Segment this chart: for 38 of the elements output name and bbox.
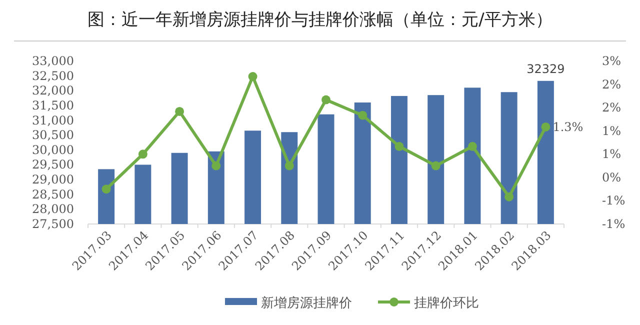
y2-tick-label: -1% — [602, 194, 626, 208]
y2-tick-label: -1% — [602, 217, 626, 231]
y-tick-label: 29,000 — [32, 172, 74, 187]
y2-tick-label: 3% — [602, 54, 622, 68]
point — [394, 142, 404, 151]
data-label: 1.3% — [552, 120, 584, 134]
y2-tick-label: 0% — [602, 170, 622, 184]
chart-title: 图：近一年新增房源挂牌价与挂牌价涨幅（单位：元/平方米） — [88, 10, 552, 30]
point — [468, 142, 477, 151]
y-tick-label: 32,000 — [32, 84, 74, 98]
y-tick-label: 33,000 — [32, 54, 74, 68]
point — [358, 110, 368, 120]
y2-tick-label: 1% — [602, 147, 622, 162]
point — [248, 72, 258, 82]
legend-label: 挂牌价环比 — [414, 296, 479, 311]
data-label: 32329 — [526, 62, 565, 76]
point — [102, 184, 111, 194]
y-tick-label: 31,500 — [32, 98, 74, 112]
point — [504, 192, 514, 202]
point — [138, 150, 148, 159]
y-tick-label: 30,000 — [32, 142, 74, 157]
y-tick-label: 28,000 — [32, 202, 74, 216]
y-tick-label: 30,500 — [32, 128, 74, 142]
y-tick-label: 32,500 — [32, 68, 74, 83]
point — [284, 161, 294, 170]
legend-label: 新增房源挂牌价 — [261, 295, 352, 311]
y2-tick-label: 2% — [602, 100, 622, 115]
point — [322, 95, 330, 104]
y-tick-label: 31,000 — [32, 113, 74, 128]
y-tick-label: 27,500 — [32, 217, 74, 231]
point — [175, 106, 184, 116]
y-tick-label: 29,500 — [32, 158, 74, 172]
point — [541, 122, 550, 132]
y2-tick-label: 1% — [602, 124, 622, 138]
point — [212, 161, 221, 170]
point — [431, 161, 440, 170]
y-tick-label: 28,500 — [32, 187, 74, 202]
y2-tick-label: 2% — [602, 77, 622, 92]
